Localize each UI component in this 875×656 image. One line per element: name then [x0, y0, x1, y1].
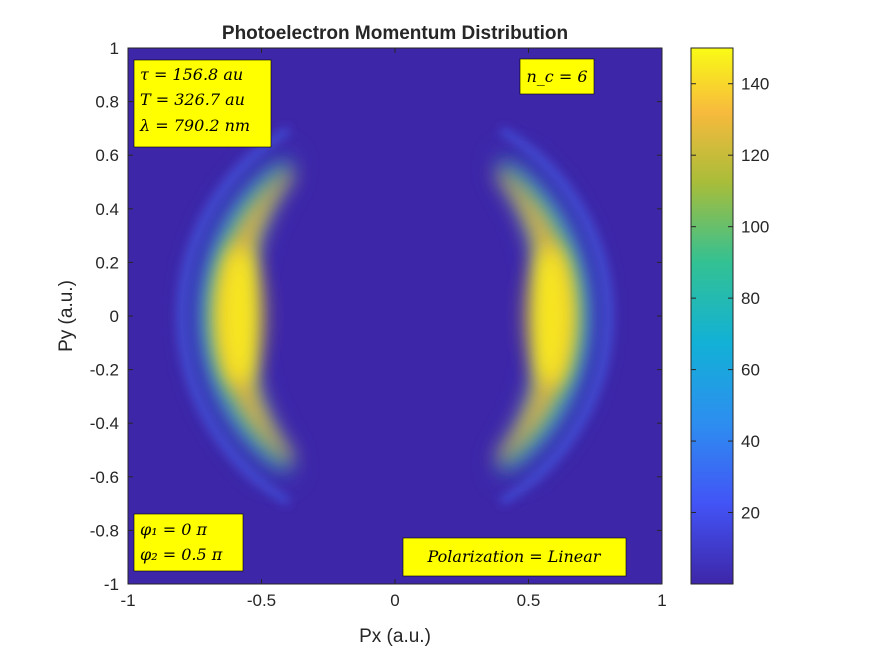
heatmap-peak-left: [218, 246, 263, 386]
colorbar-gradient: [690, 47, 734, 585]
y-tick-label: -1: [104, 575, 119, 594]
x-axis: -1 -0.5 0 0.5 1: [120, 48, 667, 610]
colorbar-tick-label: 140: [741, 75, 769, 94]
polarization-label: Polarization = Linear: [427, 547, 602, 566]
heatmap-halo-left: [200, 156, 289, 476]
y-tick-label: 0.2: [95, 253, 119, 272]
y-tick-label: -0.6: [90, 468, 119, 487]
annotation-params: τ = 156.8 au T = 326.7 au λ = 790.2 nm: [133, 59, 272, 148]
heatmap-peak-right: [527, 246, 572, 386]
y-axis-label: Py (a.u.): [56, 280, 77, 352]
y-tick-label: 0.4: [95, 200, 119, 219]
param-period: T = 326.7 au: [140, 90, 245, 109]
param-tau: τ = 156.8 au: [140, 65, 243, 84]
x-tick-label: -0.5: [247, 591, 276, 610]
cycles-label: n_c = 6: [526, 67, 587, 86]
colorbar-tick-label: 100: [741, 218, 769, 237]
x-tick-label: 0: [390, 591, 399, 610]
y-tick-label: 0.8: [95, 93, 119, 112]
annotation-cycles: n_c = 6: [519, 58, 595, 95]
heatmap-outer-ring-right: [499, 127, 613, 505]
colorbar: 20 40 60 80 100 120 140: [690, 47, 769, 585]
y-tick-label: 1: [110, 39, 119, 58]
annotation-polarization: Polarization = Linear: [402, 537, 627, 577]
param-wavelength: λ = 790.2 nm: [139, 116, 250, 135]
heatmap-ridge-left: [213, 168, 294, 464]
phase-2: φ₂ = 0.5 π: [140, 545, 223, 564]
x-tick-label: 1: [657, 591, 666, 610]
y-tick-label: -0.4: [90, 414, 119, 433]
y-tick-label: -0.2: [90, 361, 119, 380]
y-tick-label: 0.6: [95, 146, 119, 165]
colorbar-tick-label: 40: [741, 432, 760, 451]
colorbar-tick-label: 80: [741, 289, 760, 308]
x-tick-label: 0.5: [517, 591, 541, 610]
heatmap-body-left: [205, 161, 291, 471]
y-tick-label: 0: [110, 307, 119, 326]
heatmap-outer-ring-left: [177, 127, 291, 505]
x-tick-label: -1: [120, 591, 135, 610]
colorbar-tick-label: 60: [741, 361, 760, 380]
colorbar-tick-label: 20: [741, 504, 760, 523]
colorbar-tick-label: 120: [741, 146, 769, 165]
heatmap-ridge-right: [496, 168, 577, 464]
annotation-phases: φ₁ = 0 π φ₂ = 0.5 π: [133, 513, 244, 572]
heatmap-image: [177, 127, 613, 505]
phase-1: φ₁ = 0 π: [140, 520, 207, 539]
colorbar-ticks: 20 40 60 80 100 120 140: [691, 75, 769, 523]
y-axis: 1 0.8 0.6 0.4 0.2 0 -0.2 -0.4 -0.6 -0.8 -1: [90, 39, 662, 594]
x-axis-label: Px (a.u.): [359, 626, 431, 647]
y-tick-label: -0.8: [90, 521, 119, 540]
chart-title: Photoelectron Momentum Distribution: [222, 23, 568, 44]
heatmap-body-right: [499, 161, 585, 471]
heatmap-halo-right: [501, 156, 590, 476]
